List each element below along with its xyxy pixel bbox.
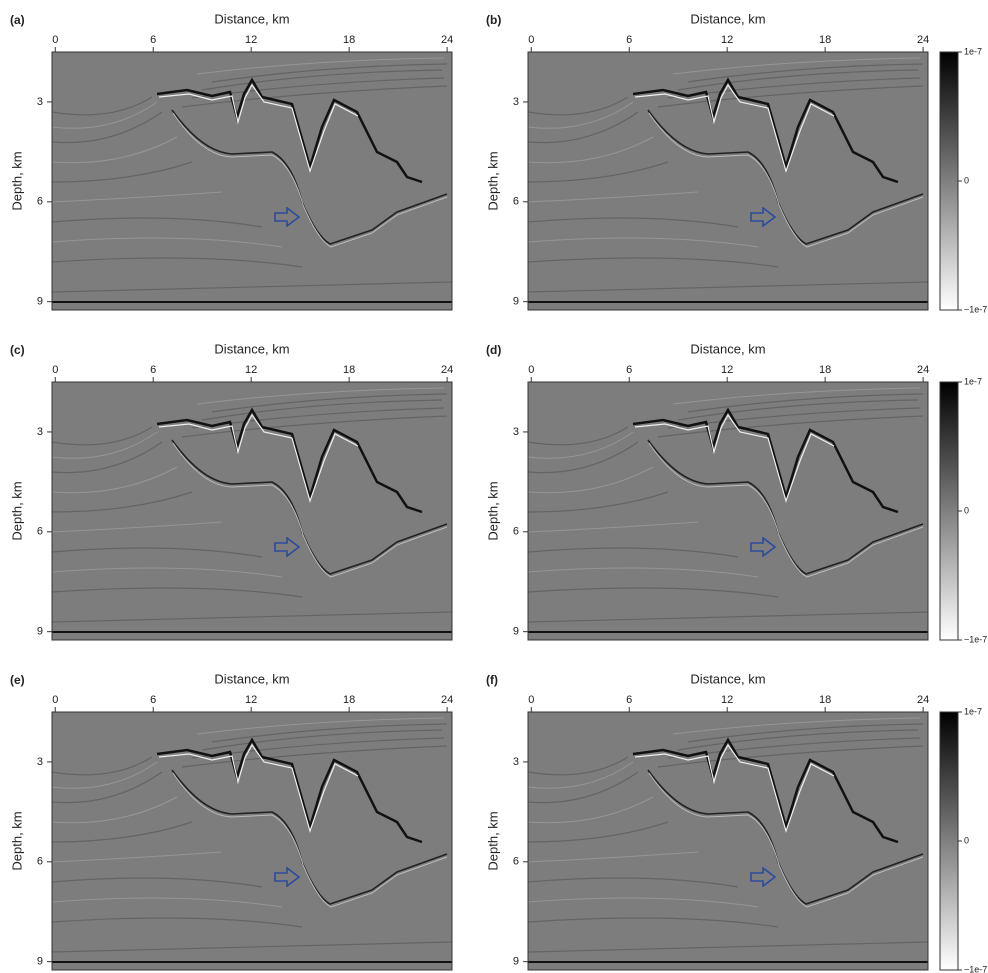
x-axis-label: Distance, km [214, 341, 289, 356]
panel: (d) Distance, km Depth, km 0 6 12 18 24 3 6 9 1e-7 0… [485, 341, 987, 644]
y-tick-label: 3 [513, 426, 519, 438]
plot-frame [527, 711, 929, 971]
x-tick-label: 24 [441, 364, 453, 376]
x-axis-label: Distance, km [214, 671, 289, 686]
panel: (e) Distance, km Depth, km 0 6 12 18 24 3 6 9 [9, 671, 453, 971]
x-tick-label: 18 [819, 34, 831, 46]
panel-label: (e) [10, 673, 25, 687]
y-tick-label: 9 [513, 296, 519, 308]
x-tick-label: 6 [626, 34, 632, 46]
x-tick-label: 6 [626, 364, 632, 376]
y-tick-label: 3 [513, 96, 519, 108]
y-tick-label: 6 [37, 526, 43, 538]
y-axis-label: Depth, km [9, 811, 24, 870]
x-tick-label: 0 [52, 364, 58, 376]
x-tick-label: 0 [528, 694, 534, 706]
colorbar-tick-label: 1e-7 [964, 706, 982, 716]
plot-frame [51, 51, 453, 311]
colorbar-tick-label: 1e-7 [964, 376, 982, 386]
y-tick-label: 6 [513, 196, 519, 208]
y-axis-label: Depth, km [485, 481, 500, 540]
colorbar-tick-label: −1e-7 [964, 964, 987, 973]
y-axis-label: Depth, km [485, 811, 500, 870]
x-tick-label: 12 [245, 364, 257, 376]
plot-frame [51, 381, 453, 641]
panel: (c) Distance, km Depth, km 0 6 12 18 24 3 6 9 [9, 341, 453, 641]
y-tick-label: 6 [513, 526, 519, 538]
x-tick-label: 18 [819, 694, 831, 706]
y-tick-label: 9 [37, 296, 43, 308]
y-axis-label: Depth, km [9, 481, 24, 540]
x-axis-label: Distance, km [690, 671, 765, 686]
x-tick-label: 0 [52, 34, 58, 46]
y-tick-label: 3 [513, 756, 519, 768]
seismic-image [52, 52, 452, 310]
x-axis-label: Distance, km [214, 11, 289, 26]
x-tick-label: 6 [150, 364, 156, 376]
colorbar-tick-label: 0 [964, 505, 969, 515]
x-axis-label: Distance, km [690, 341, 765, 356]
x-tick-label: 6 [626, 694, 632, 706]
x-tick-label: 0 [528, 364, 534, 376]
y-tick-label: 3 [37, 426, 43, 438]
x-tick-label: 0 [528, 34, 534, 46]
x-tick-label: 24 [917, 364, 929, 376]
x-tick-label: 18 [343, 694, 355, 706]
x-tick-label: 18 [819, 364, 831, 376]
panel-label: (c) [10, 343, 25, 357]
y-tick-label: 6 [37, 196, 43, 208]
x-tick-label: 12 [245, 34, 257, 46]
colorbar [939, 711, 959, 971]
y-tick-label: 3 [37, 756, 43, 768]
panel-label: (b) [486, 13, 501, 27]
panel: (a) Distance, km Depth, km 0 6 12 18 24 3 6 9 [9, 11, 453, 311]
seismic-image [528, 52, 928, 310]
seismic-image [528, 712, 928, 970]
y-tick-label: 9 [37, 626, 43, 638]
y-tick-label: 6 [513, 856, 519, 868]
plot-frame [51, 711, 453, 971]
x-tick-label: 6 [150, 694, 156, 706]
y-tick-label: 9 [37, 956, 43, 968]
y-tick-label: 9 [513, 956, 519, 968]
x-tick-label: 24 [441, 34, 453, 46]
x-tick-label: 24 [441, 694, 453, 706]
seismic-image [52, 712, 452, 970]
y-tick-label: 9 [513, 626, 519, 638]
plot-frame [527, 51, 929, 311]
x-tick-label: 0 [52, 694, 58, 706]
colorbar [939, 51, 959, 311]
y-tick-label: 3 [37, 96, 43, 108]
colorbar [939, 381, 959, 641]
panel: (b) Distance, km Depth, km 0 6 12 18 24 3 6 9 1e-7 0… [485, 11, 987, 314]
x-tick-label: 12 [721, 694, 733, 706]
x-tick-label: 24 [917, 34, 929, 46]
panel-label: (d) [486, 343, 501, 357]
y-tick-label: 6 [37, 856, 43, 868]
colorbar-tick-label: −1e-7 [964, 634, 987, 644]
x-tick-label: 18 [343, 364, 355, 376]
x-axis-label: Distance, km [690, 11, 765, 26]
panel-label: (f) [486, 673, 498, 687]
y-axis-label: Depth, km [9, 151, 24, 210]
colorbar-tick-label: −1e-7 [964, 304, 987, 314]
x-tick-label: 12 [721, 34, 733, 46]
panel-label: (a) [10, 13, 25, 27]
x-tick-label: 24 [917, 694, 929, 706]
x-tick-label: 12 [721, 364, 733, 376]
x-tick-label: 18 [343, 34, 355, 46]
x-tick-label: 12 [245, 694, 257, 706]
colorbar-tick-label: 0 [964, 175, 969, 185]
y-axis-label: Depth, km [485, 151, 500, 210]
panel: (f) Distance, km Depth, km 0 6 12 18 24 3 6 9 1e-7 0… [485, 671, 987, 973]
seismic-image [52, 382, 452, 640]
seismic-image [528, 382, 928, 640]
colorbar-tick-label: 0 [964, 835, 969, 845]
plot-frame [527, 381, 929, 641]
colorbar-tick-label: 1e-7 [964, 46, 982, 56]
x-tick-label: 6 [150, 34, 156, 46]
